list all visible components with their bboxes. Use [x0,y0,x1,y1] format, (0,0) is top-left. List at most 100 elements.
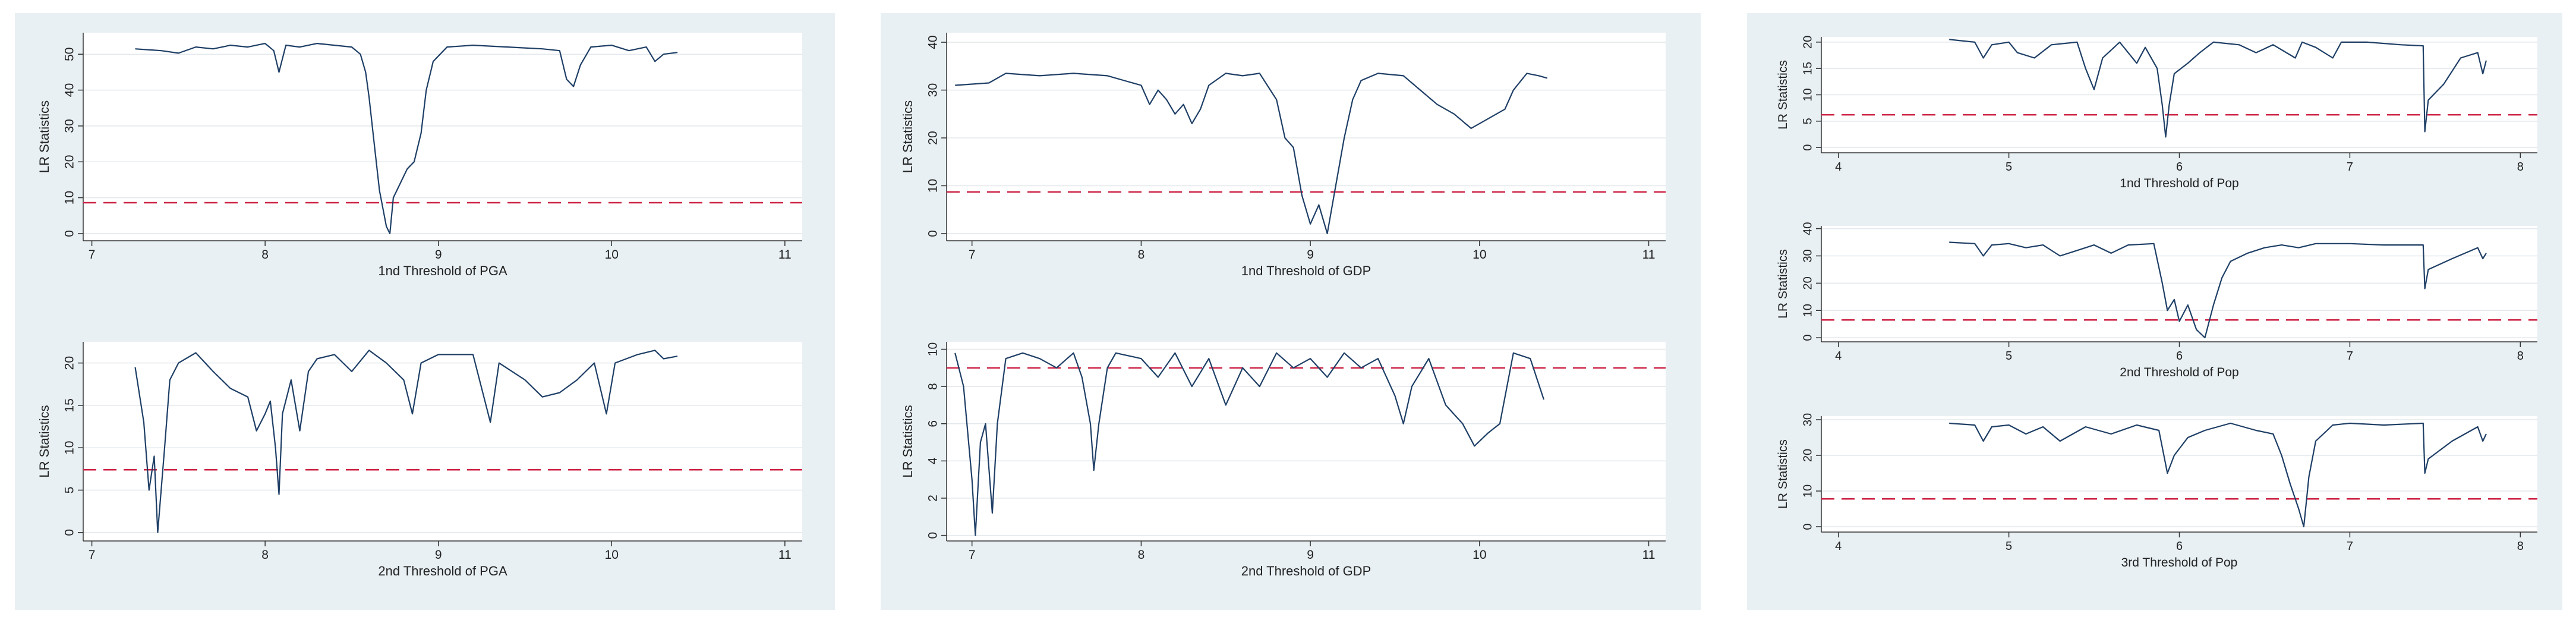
plot-area [947,33,1666,241]
x-tick-label: 9 [1307,548,1314,562]
x-tick-label: 4 [1835,161,1842,174]
y-tick-label: 5 [1801,118,1814,124]
y-tick-label: 10 [1801,484,1814,498]
x-tick-label: 4 [1835,350,1842,363]
y-tick-label: 20 [926,131,940,144]
lr-series-line [955,73,1547,234]
y-tick-label: 20 [63,155,77,169]
y-tick-label: 0 [926,532,940,539]
chart-4: 0 2 4 6 8 10 7 8 9 10 11 2nd Threshold of GDP LR Sta… [900,342,1666,578]
y-tick-label: 20 [63,356,77,370]
y-tick-label: 10 [63,441,77,455]
x-tick-label: 11 [778,548,792,562]
x-tick-label: 5 [2006,161,2012,174]
y-tick-label: 30 [1801,249,1814,262]
x-tick-label: 5 [2006,350,2012,363]
plot-area [1821,416,2537,532]
x-axis-title: 1nd Threshold of PGA [378,263,507,278]
x-tick-label: 10 [1473,548,1486,562]
chart-7: 0 10 20 30 4 5 6 7 8 3rd Threshold of Pop LR Stati… [1776,413,2537,569]
y-tick-label: 2 [926,495,940,502]
lr-series-line [1949,39,2487,138]
x-tick-label: 5 [2006,540,2012,553]
x-tick-label: 7 [969,548,976,562]
x-axis-title: 2nd Threshold of GDP [1241,564,1371,578]
y-tick-label: 0 [1801,144,1814,151]
lr-series-line [1949,422,2487,528]
y-axis-title: LR Statistics [37,405,52,477]
x-tick-label: 6 [2176,161,2183,174]
x-tick-label: 8 [261,548,269,562]
x-tick-label: 8 [2517,540,2524,553]
lr-series-line [1949,241,2487,339]
y-tick-label: 8 [926,383,940,390]
chart-3: 0 10 20 30 40 7 8 9 10 11 1nd Threshold of GDP LR S… [900,33,1666,278]
chart-2: 0 5 10 15 20 7 8 9 10 11 2nd Threshold of PGA LR St… [37,342,802,578]
x-tick-label: 11 [778,248,792,262]
y-tick-label: 10 [926,179,940,193]
y-tick-label: 6 [926,420,940,427]
y-tick-label: 20 [1801,276,1814,290]
y-tick-label: 0 [1801,523,1814,530]
y-tick-label: 40 [926,35,940,49]
x-tick-label: 8 [2517,161,2524,174]
y-tick-label: 10 [1801,304,1814,317]
y-tick-label: 15 [63,398,77,412]
x-tick-label: 7 [2347,350,2353,363]
y-tick-label: 10 [926,342,940,356]
x-tick-label: 11 [1642,548,1656,562]
y-tick-label: 30 [926,83,940,97]
y-tick-label: 40 [63,83,77,97]
x-tick-label: 11 [1642,248,1656,262]
y-tick-label: 30 [1801,413,1814,426]
x-tick-label: 8 [2517,350,2524,363]
x-axis-title: 2nd Threshold of Pop [2120,366,2238,379]
x-tick-label: 10 [605,248,619,262]
y-axis-title: LR Statistics [1776,439,1790,509]
x-tick-label: 9 [1307,248,1314,262]
x-tick-label: 7 [969,248,976,262]
x-axis-title: 3rd Threshold of Pop [2121,556,2238,569]
x-tick-label: 7 [2347,540,2353,553]
x-tick-label: 10 [605,548,619,562]
lr-series-line [954,352,1545,536]
y-tick-label: 0 [1801,335,1814,341]
y-tick-label: 10 [63,191,77,204]
y-tick-label: 4 [926,457,940,464]
x-tick-label: 6 [2176,540,2183,553]
x-tick-label: 9 [435,548,442,562]
x-tick-label: 6 [2176,350,2183,363]
y-tick-label: 20 [1801,449,1814,462]
plot-area [1821,226,2537,342]
y-tick-label: 50 [63,48,77,61]
x-tick-label: 8 [1138,548,1145,562]
x-tick-label: 8 [261,248,269,262]
x-tick-label: 9 [435,248,442,262]
plot-area [83,342,802,541]
x-axis-title: 2nd Threshold of PGA [378,564,507,578]
x-axis-title: 1nd Threshold of GDP [1241,263,1371,278]
y-tick-label: 40 [1801,222,1814,235]
y-tick-label: 15 [1801,62,1814,75]
lr-series-line [134,350,678,533]
y-tick-label: 0 [63,230,77,237]
y-axis-title: LR Statistics [900,405,915,477]
x-axis-title: 1nd Threshold of Pop [2120,177,2238,190]
chart-1: 0 10 20 30 40 50 7 8 9 10 11 1nd Threshold of PGA LR… [37,33,802,278]
y-axis-title: LR Statistics [900,100,915,173]
y-tick-label: 0 [63,529,77,536]
x-tick-label: 7 [89,548,96,562]
y-axis-title: LR Statistics [1776,249,1790,319]
x-tick-label: 10 [1473,248,1486,262]
y-tick-label: 0 [926,230,940,237]
y-tick-label: 20 [1801,36,1814,49]
chart-6: 0 10 20 30 40 4 5 6 7 8 2nd Threshold of Pop LR Sta… [1776,222,2537,379]
x-tick-label: 8 [1138,248,1145,262]
y-tick-label: 10 [1801,88,1814,101]
y-tick-label: 30 [63,119,77,133]
y-axis-title: LR Statistics [37,100,52,173]
x-tick-label: 4 [1835,540,1842,553]
plot-area [947,342,1666,541]
y-tick-label: 5 [63,487,77,494]
